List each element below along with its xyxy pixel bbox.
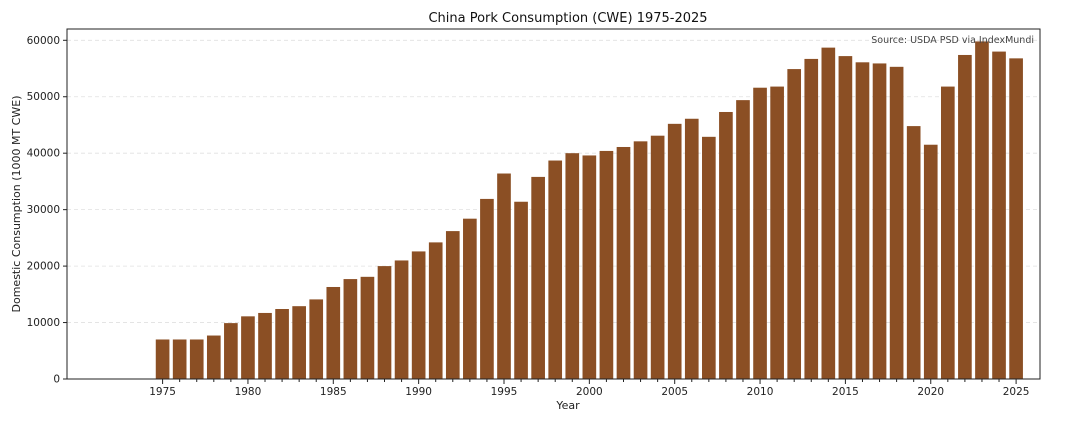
bar-2025 xyxy=(1009,58,1023,380)
bars xyxy=(155,41,1023,380)
bar-2003 xyxy=(633,141,648,379)
bar-2009 xyxy=(736,100,750,380)
bar-2010 xyxy=(753,87,767,379)
bar-1995 xyxy=(497,173,511,379)
bar-2002 xyxy=(616,146,631,379)
y-tick-label: 0 xyxy=(53,374,60,386)
bar-2004 xyxy=(650,135,665,379)
bar-2017 xyxy=(872,63,887,379)
bar-1983 xyxy=(292,306,306,379)
x-tick-label: 2015 xyxy=(832,386,859,398)
y-tick-label: 10000 xyxy=(27,317,60,329)
bar-1979 xyxy=(224,323,238,379)
bar-1997 xyxy=(531,176,545,379)
y-tick-label: 60000 xyxy=(27,35,60,47)
x-tick-label: 1985 xyxy=(320,386,347,398)
x-tick-label: 2000 xyxy=(576,386,603,398)
bar-2005 xyxy=(667,123,682,379)
x-tick-label: 1990 xyxy=(405,386,432,398)
bar-2020 xyxy=(923,144,938,379)
y-tick-label: 30000 xyxy=(27,204,60,216)
bar-1989 xyxy=(394,260,409,379)
bar-1999 xyxy=(565,153,580,379)
x-axis-title: Year xyxy=(555,399,580,412)
bar-1987 xyxy=(360,276,375,379)
y-tick-label: 20000 xyxy=(27,261,60,273)
bar-2024 xyxy=(992,51,1006,379)
bar-1981 xyxy=(258,312,272,379)
y-axis-title: Domestic Consumption (1000 MT CWE) xyxy=(10,96,23,313)
bar-2011 xyxy=(770,86,784,380)
bar-1982 xyxy=(275,309,289,379)
x-tick-label: 1975 xyxy=(149,386,176,398)
bar-2019 xyxy=(906,126,921,379)
plot-frame xyxy=(66,28,1041,380)
bar-1980 xyxy=(241,316,255,379)
bar-1990 xyxy=(411,251,426,379)
x-tick-label: 1995 xyxy=(491,386,518,398)
bar-2007 xyxy=(702,136,716,379)
x-tick-label: 2020 xyxy=(917,386,944,398)
bar-2016 xyxy=(855,62,870,379)
bar-1977 xyxy=(189,339,204,379)
bar-1991 xyxy=(428,242,443,379)
bar-2006 xyxy=(684,118,699,380)
bar-1984 xyxy=(309,299,324,379)
bar-2015 xyxy=(838,56,853,380)
bar-2008 xyxy=(719,111,733,379)
bar-1975 xyxy=(155,339,170,379)
bar-1985 xyxy=(326,286,341,379)
bar-2014 xyxy=(821,47,836,380)
x-tick-label: 2025 xyxy=(1003,386,1030,398)
bar-2013 xyxy=(804,58,819,380)
bar-1988 xyxy=(377,266,392,379)
bar-2023 xyxy=(975,41,989,380)
x-tick-label: 2005 xyxy=(661,386,688,398)
bar-2012 xyxy=(787,69,802,380)
bar-2021 xyxy=(940,86,955,380)
bar-2018 xyxy=(889,66,904,380)
bar-1994 xyxy=(480,198,494,379)
x-axis: 1975 1980 1985 1990 1995 2000 2005 2010 2015 2020… xyxy=(149,379,1029,398)
y-tick-label: 40000 xyxy=(27,148,60,160)
chart-title: China Pork Consumption (CWE) 1975-2025 xyxy=(428,11,707,26)
bar-2022 xyxy=(958,54,972,379)
bar-2001 xyxy=(599,150,614,379)
bar-1998 xyxy=(548,160,563,379)
bar-1976 xyxy=(172,339,187,379)
source-note: Source: USDA PSD via IndexMundi xyxy=(871,35,1034,46)
bar-2000 xyxy=(582,155,597,379)
x-tick-label: 1980 xyxy=(235,386,262,398)
y-axis: 0 10000 20000 30000 40000 50000 60000 xyxy=(27,35,67,386)
y-tick-label: 50000 xyxy=(27,91,60,103)
bar-1992 xyxy=(445,231,460,379)
bar-1996 xyxy=(514,201,528,379)
bar-1986 xyxy=(343,279,358,379)
bar-1993 xyxy=(463,218,477,379)
bar-1978 xyxy=(206,335,221,379)
x-tick-label: 2010 xyxy=(747,386,774,398)
